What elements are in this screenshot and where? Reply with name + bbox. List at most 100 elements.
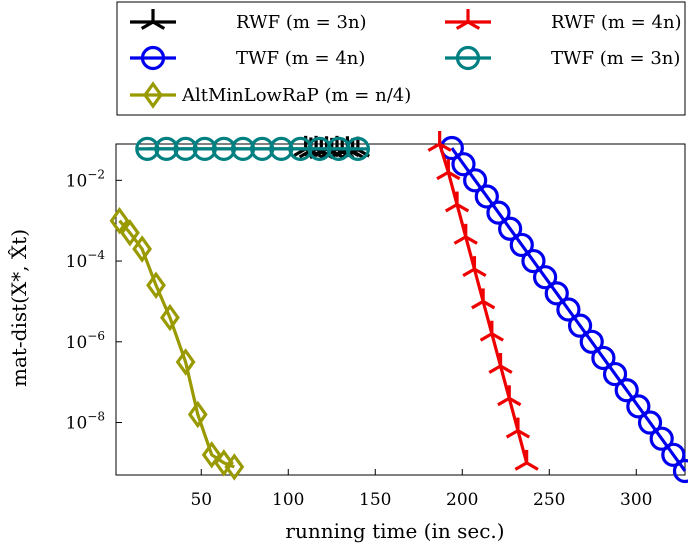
series-twf-m-4n-point-ring: [463, 168, 488, 193]
series-twf-m-4n: [439, 135, 688, 484]
legend-entry-twf-m-4n: TWF (m = 4n): [130, 45, 365, 71]
legend-entry-rwf-m-3n-marker-arm-right: [152, 20, 166, 30]
series-twf-m-4n-point: [544, 281, 569, 306]
series-twf-m-4n-line: [450, 147, 687, 472]
series-twf-m-4n-point-ring: [486, 200, 511, 225]
series-rwf-m-4n-point-arm-right: [482, 300, 496, 310]
x-tick-label: 150: [359, 490, 391, 510]
y-tick-label: 10−8: [66, 410, 105, 434]
series-altminlowrap-m-n-4-point: [175, 348, 196, 376]
series-altminlowrap-m-n-4-line: [118, 219, 235, 469]
plot-frame: [115, 143, 686, 476]
series-rwf-m-4n-point: [505, 417, 531, 439]
series-rwf-m-4n-point-arm-right: [438, 142, 452, 152]
series-rwf-m-4n-point-arm-left: [436, 170, 450, 181]
x-tick-label: 300: [620, 490, 652, 510]
series-twf-m-4n-point-ring: [626, 394, 651, 419]
series-twf-m-4n-point: [614, 378, 639, 403]
series-altminlowrap-m-n-4-point-shape: [187, 400, 208, 429]
series-rwf-m-4n-point: [427, 131, 452, 152]
series-twf-m-4n-point: [463, 168, 488, 193]
series-twf-m-4n-point-ring: [614, 378, 639, 403]
series-rwf-m-4n-point-arm-right: [447, 170, 461, 181]
legend-entry-twf-m-4n-label: TWF (m = 4n): [236, 48, 365, 69]
series-altminlowrap-m-n-4-point: [213, 449, 234, 477]
series-altminlowrap-m-n-4-point: [120, 219, 140, 247]
series-altminlowrap-m-n-4-point: [224, 453, 245, 481]
legend-entry-twf-m-4n-marker: [140, 45, 166, 71]
series-twf-m-4n-point-ring: [649, 426, 674, 451]
series-altminlowrap-m-n-4-point-shape: [109, 206, 130, 235]
series-altminlowrap-m-n-4-point: [187, 400, 208, 429]
x-axis-label: running time (in sec.): [285, 519, 504, 543]
legend-entry-twf-m-3n-label: TWF (m = 3n): [551, 48, 680, 69]
series-twf-m-4n-point: [509, 232, 534, 258]
legend-entry-rwf-m-4n: RWF (m = 4n): [445, 9, 682, 33]
series-rwf-m-4n-point-arm-right: [508, 396, 522, 407]
series-rwf-m-4n-point: [514, 449, 539, 471]
series-twf-m-4n-point-ring: [579, 329, 604, 354]
legend-entry-altminlowrap-m-n-4-marker: [143, 81, 163, 109]
x-tick-label: 100: [272, 490, 304, 510]
series-rwf-m-4n-point-arm-left: [471, 300, 484, 310]
series-rwf-m-4n-point-arm-left: [488, 364, 502, 374]
series-altminlowrap-m-n-4-point-shape: [213, 449, 234, 477]
legend-entry-rwf-m-3n: RWF (m = 3n): [130, 9, 367, 33]
series-altminlowrap-m-n-4-point-shape: [120, 219, 140, 247]
series-twf-m-4n-point: [521, 248, 546, 274]
series-twf-m-4n-point-ring: [498, 216, 523, 241]
series-twf-m-4n-point-ring: [532, 265, 558, 290]
series-twf-m-4n-point: [579, 329, 604, 354]
series-twf-m-4n-point-ring: [556, 297, 581, 322]
legend-entry-rwf-m-4n-marker: [455, 9, 481, 30]
series-rwf-m-4n-point-arm-right: [456, 203, 470, 213]
legend-entry-rwf-m-3n-marker: [140, 9, 166, 30]
series-twf-m-4n-point: [486, 200, 511, 225]
series-altminlowrap-m-n-4-point: [160, 303, 180, 332]
series-twf-m-4n-point-ring: [672, 458, 688, 484]
legend-box: [116, 1, 686, 116]
x-tick-label: 200: [446, 490, 478, 510]
series-rwf-m-4n-point-arm-left: [514, 461, 528, 471]
legend-entry-altminlowrap-m-n-4-marker-shape: [143, 81, 163, 109]
series-rwf-m-4n-point-arm-right: [464, 235, 478, 245]
legend-entry-altminlowrap-m-n-4-label: AltMinLowRaP (m = n/4): [181, 85, 411, 106]
series-twf-m-4n-point: [451, 152, 476, 177]
series-rwf-m-4n-point-arm-left: [462, 267, 476, 278]
series-rwf-m-4n-point-arm-left: [453, 235, 467, 245]
series-twf-m-4n-point: [649, 426, 674, 451]
series-twf-m-4n-point-ring: [451, 152, 476, 177]
legend-entry-twf-m-3n: TWF (m = 3n): [445, 45, 680, 71]
series-twf-m-4n-point: [661, 442, 686, 467]
series-altminlowrap-m-n-4-point-shape: [146, 271, 166, 300]
series-rwf-m-4n-point-arm-left: [444, 203, 458, 213]
series-altminlowrap-m-n-4-point-shape: [160, 303, 180, 332]
series-rwf-m-4n-point-arm-right: [491, 332, 504, 342]
x-tick-label: 250: [533, 490, 565, 510]
plot-area: [115, 143, 686, 476]
legend-entry-twf-m-3n-marker: [455, 45, 481, 71]
series-rwf-m-4n-point: [444, 191, 470, 213]
series-rwf-m-4n-point: [453, 223, 478, 245]
x-tick-label: 50: [190, 490, 212, 510]
series-twf-m-3n: [135, 136, 370, 161]
series-altminlowrap-m-n-4-point-shape: [175, 348, 196, 376]
series-twf-m-4n-point: [556, 297, 581, 322]
series-rwf-m-4n-point-arm-left: [479, 332, 493, 342]
series-twf-m-4n-point: [602, 361, 628, 387]
series-twf-m-4n-point: [591, 345, 616, 371]
series-altminlowrap-m-n-4-point-shape: [132, 235, 152, 263]
series-twf-m-4n-point: [498, 216, 523, 241]
series-twf-m-4n-point: [626, 394, 651, 419]
axes: 50 100 150 200 250 300 10−2 10−4 10−6 10−8: [66, 167, 653, 510]
legend-entry-twf-m-4n-marker-ring: [140, 45, 166, 71]
series-rwf-m-4n-point: [471, 288, 496, 310]
y-tick-label: 10−6: [66, 329, 105, 353]
series-rwf-m-4n-point: [488, 353, 513, 374]
y-axis-label: mat-dist(X*, X̂t): [7, 229, 31, 387]
series-twf-m-4n-point: [672, 458, 688, 484]
legend-entry-rwf-m-4n-label: RWF (m = 4n): [551, 12, 682, 33]
series-twf-m-4n-point-ring: [602, 361, 628, 387]
legend-entry-rwf-m-3n-marker-arm-left: [140, 20, 154, 30]
